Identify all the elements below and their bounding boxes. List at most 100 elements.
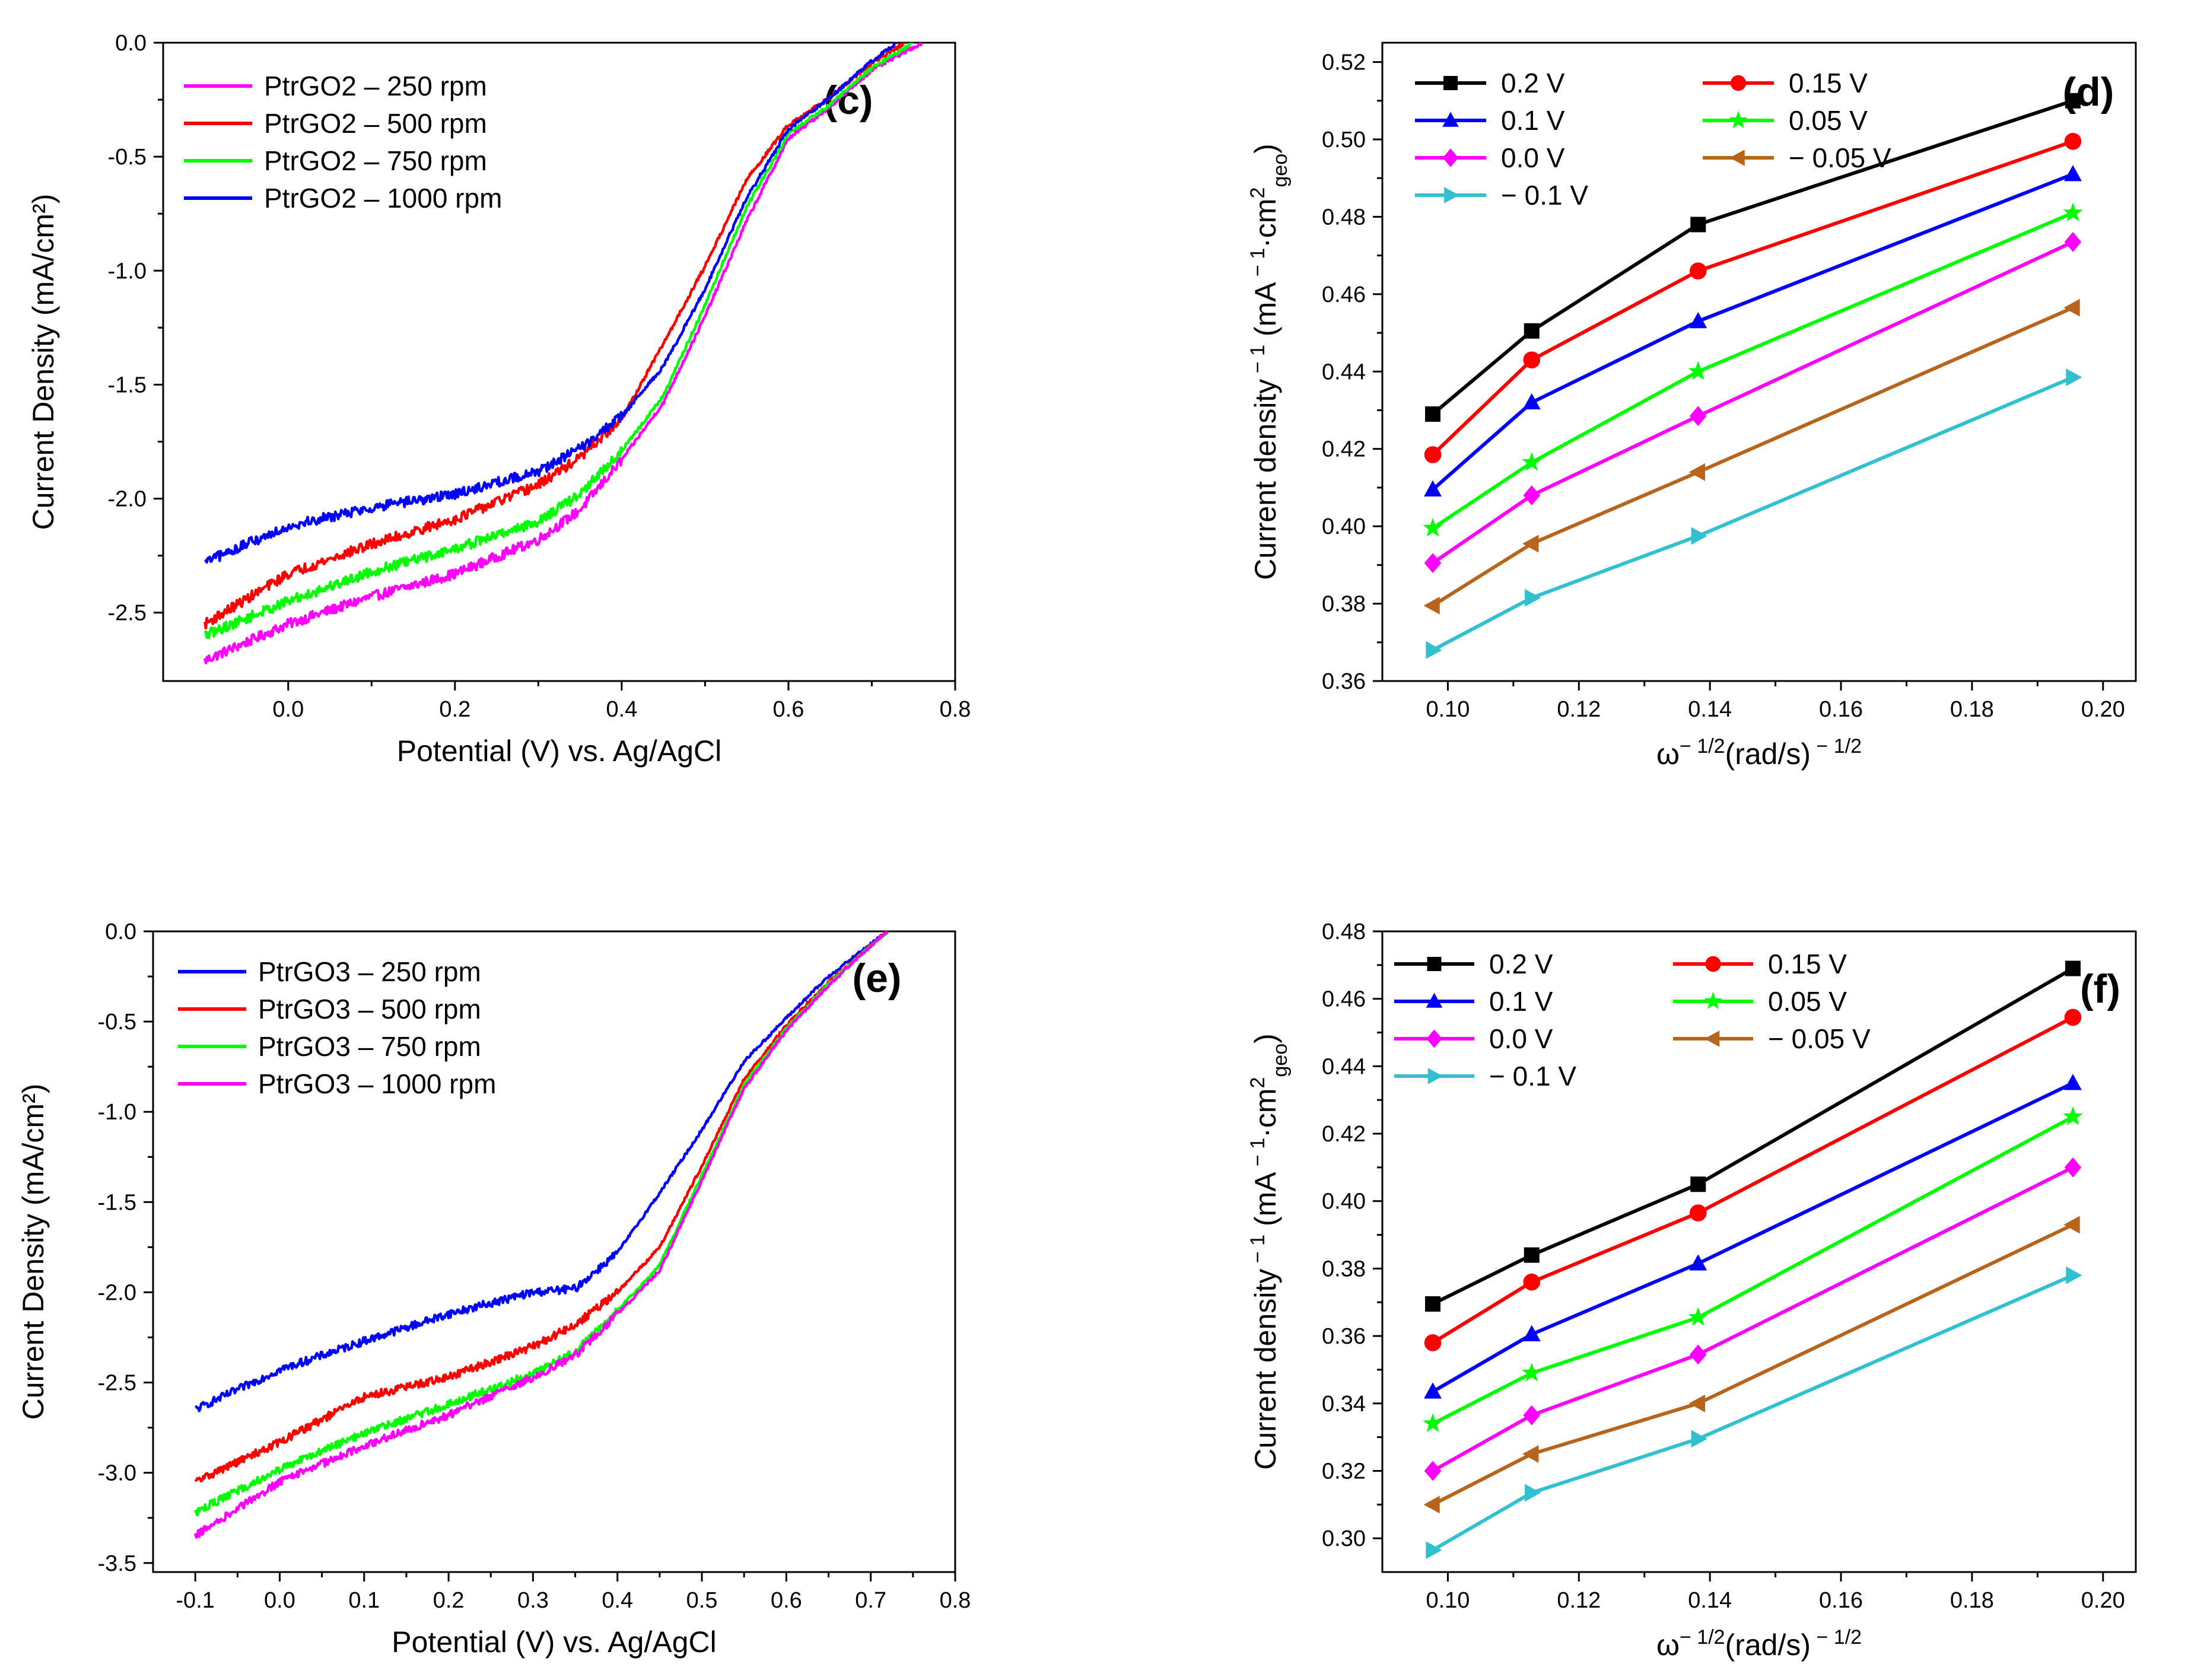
series-line-d-3 — [1432, 211, 2074, 530]
series-f-0 — [1425, 960, 2081, 1312]
data-point-f-2 — [1522, 1325, 1541, 1341]
y-tick-label-d: 0.36 — [1322, 669, 1366, 694]
data-point-d-3 — [1522, 452, 1542, 471]
x-tick-label-e: 0.6 — [771, 1588, 802, 1613]
legend-label-d-3: 0.05 V — [1789, 105, 1868, 136]
y-axis-title-f-ylabel_end: ) — [1249, 1033, 1282, 1043]
panel-e: -0.1 0.0 0.1 0.2 0.3 0.4 0.5 0.6 0.7 0.8 0.0 -0.5 -1… — [17, 919, 971, 1659]
series-d-0 — [1425, 93, 2081, 422]
y-tick-label-f: 0.34 — [1322, 1392, 1366, 1417]
panel-tag-f: (f) — [2080, 966, 2120, 1011]
y-tick-label-d: 0.48 — [1322, 205, 1366, 230]
legend-marker-d-6 — [1444, 187, 1459, 203]
series-c-3 — [204, 43, 898, 564]
series-line-c-0 — [203, 43, 923, 664]
series-d-2 — [1424, 165, 2082, 497]
data-point-d-0 — [1524, 323, 1540, 339]
data-point-f-2 — [1689, 1254, 1707, 1271]
series-e-0 — [195, 931, 889, 1412]
plot-frame-d — [1381, 42, 2137, 682]
series-f-4 — [1424, 1157, 2082, 1481]
legend-e: PtrGO3 – 250 rpm PtrGO3 – 500 rpm PtrGO3 –… — [178, 956, 496, 1099]
x-tick-label-e: 0.3 — [517, 1588, 549, 1613]
legend-marker-f-6 — [1427, 1068, 1443, 1084]
legend-label-d-0: 0.2 V — [1501, 68, 1565, 98]
plot-frame-c — [162, 42, 956, 682]
legend-marker-d-4 — [1442, 148, 1459, 167]
y-tick-label-c: -1.0 — [108, 259, 147, 284]
y-axis-title-f-ylabel_sub: geo — [1269, 1043, 1292, 1077]
series-line-d-4 — [1432, 240, 2074, 565]
data-point-f-3 — [1688, 1307, 1708, 1326]
data-point-f-4 — [2064, 1157, 2082, 1178]
y-axis-title-d: Current density − 1 (mA − 1·cm2geo) — [1246, 144, 1292, 580]
x-tick-label-d: 0.12 — [1557, 697, 1601, 722]
x-tick-label-f: 0.20 — [2081, 1588, 2125, 1613]
data-point-d-2 — [1424, 480, 1442, 497]
legend-label-f-5: − 0.05 V — [1768, 1023, 1871, 1054]
data-point-f-6 — [2066, 1266, 2082, 1284]
data-point-f-5 — [2063, 1216, 2080, 1234]
x-tick-label-f: 0.18 — [1950, 1588, 1994, 1613]
y-tick-label-c: -1.5 — [108, 373, 147, 397]
legend-label-d-1: 0.15 V — [1789, 68, 1868, 98]
data-point-d-4 — [1523, 485, 1541, 505]
y-tick-label-f: 0.44 — [1322, 1054, 1366, 1079]
data-point-f-0 — [1690, 1176, 1706, 1192]
plot-frame-e — [152, 930, 956, 1573]
data-point-f-3 — [1522, 1363, 1542, 1382]
data-point-d-1 — [2064, 132, 2082, 150]
legend-marker-d-3 — [1729, 110, 1748, 129]
y-axis-title-d-ylabel_base: Current density — [1249, 379, 1282, 580]
legend-marker-f-1 — [1705, 956, 1721, 972]
plot-frame-f — [1381, 930, 2137, 1573]
data-point-d-0 — [2065, 93, 2081, 109]
legend-label-c-3: PtrGO2 – 1000 rpm — [264, 183, 502, 214]
y-tick-label-f: 0.32 — [1322, 1459, 1366, 1484]
legend-label-d-5: − 0.05 V — [1789, 142, 1891, 173]
x-axis-title-d-xlabel_base: ω — [1656, 737, 1680, 771]
panel-tag-e: (e) — [852, 956, 901, 1001]
panel-c: 0.0 0.2 0.4 0.6 0.8 0.0 -0.5 -1.0 -1.5 -2.0 -2.5 Po… — [27, 31, 971, 768]
data-point-f-6 — [1691, 1430, 1707, 1448]
series-line-f-0 — [1432, 966, 2074, 1306]
x-axis-title-f-xlabel_sup2: − 1/2 — [1811, 1626, 1862, 1649]
legend-d: 0.2 V 0.15 V 0.1 V 0.05 V 0.0 V − 0.05 V − 0.1… — [1415, 68, 1891, 211]
data-point-f-0 — [1425, 1296, 1441, 1312]
data-point-d-6 — [2066, 368, 2082, 387]
series-f-5 — [1423, 1216, 2080, 1514]
x-tick-label-d: 0.16 — [1819, 697, 1863, 722]
legend-label-d-2: 0.1 V — [1501, 105, 1565, 136]
y-tick-label-d: 0.46 — [1322, 282, 1366, 307]
series-c-2 — [203, 43, 914, 639]
data-point-d-1 — [1424, 446, 1442, 463]
data-point-d-5 — [2063, 298, 2080, 317]
y-tick-label-e: -0.5 — [98, 1010, 136, 1035]
y-tick-label-c: -0.5 — [108, 145, 147, 170]
y-axis-title-d-ylabel_sup1: − 1 — [1246, 345, 1269, 379]
legend-marker-d-1 — [1730, 75, 1747, 91]
x-tick-label-e: 0.2 — [433, 1588, 465, 1613]
x-tick-label-f: 0.16 — [1819, 1588, 1863, 1613]
series-line-e-0 — [195, 931, 889, 1412]
y-tick-label-e: -1.5 — [98, 1190, 136, 1215]
y-axis-title-f-ylabel_sup1: − 1 — [1246, 1234, 1269, 1269]
panel-d: 0.10 0.12 0.14 0.16 0.18 0.20 0.36 0.38 0.40 0.42… — [1246, 42, 2137, 771]
x-axis-title-f-xlabel_sup1: − 1/2 — [1680, 1626, 1725, 1649]
data-point-f-3 — [2063, 1106, 2083, 1125]
data-point-f-6 — [1525, 1484, 1541, 1502]
y-tick-label-d: 0.38 — [1322, 592, 1366, 617]
series-line-e-1 — [194, 931, 889, 1483]
x-tick-label-d: 0.10 — [1426, 697, 1470, 722]
data-point-f-0 — [1524, 1247, 1540, 1263]
y-tick-label-e: -2.0 — [98, 1280, 136, 1305]
y-tick-label-d: 0.42 — [1322, 437, 1366, 462]
data-point-f-4 — [1424, 1461, 1442, 1481]
panel-f: 0.10 0.12 0.14 0.16 0.18 0.20 0.30 0.32 0.34 0.36… — [1246, 919, 2137, 1662]
series-d-4 — [1424, 231, 2082, 574]
legend-marker-d-0 — [1443, 76, 1458, 90]
x-axis-title-f-xlabel_mid: (rad/s) — [1725, 1628, 1811, 1662]
data-point-f-5 — [1423, 1496, 1440, 1514]
data-point-d-3 — [1423, 517, 1443, 537]
series-line-f-6 — [1432, 1274, 2074, 1552]
